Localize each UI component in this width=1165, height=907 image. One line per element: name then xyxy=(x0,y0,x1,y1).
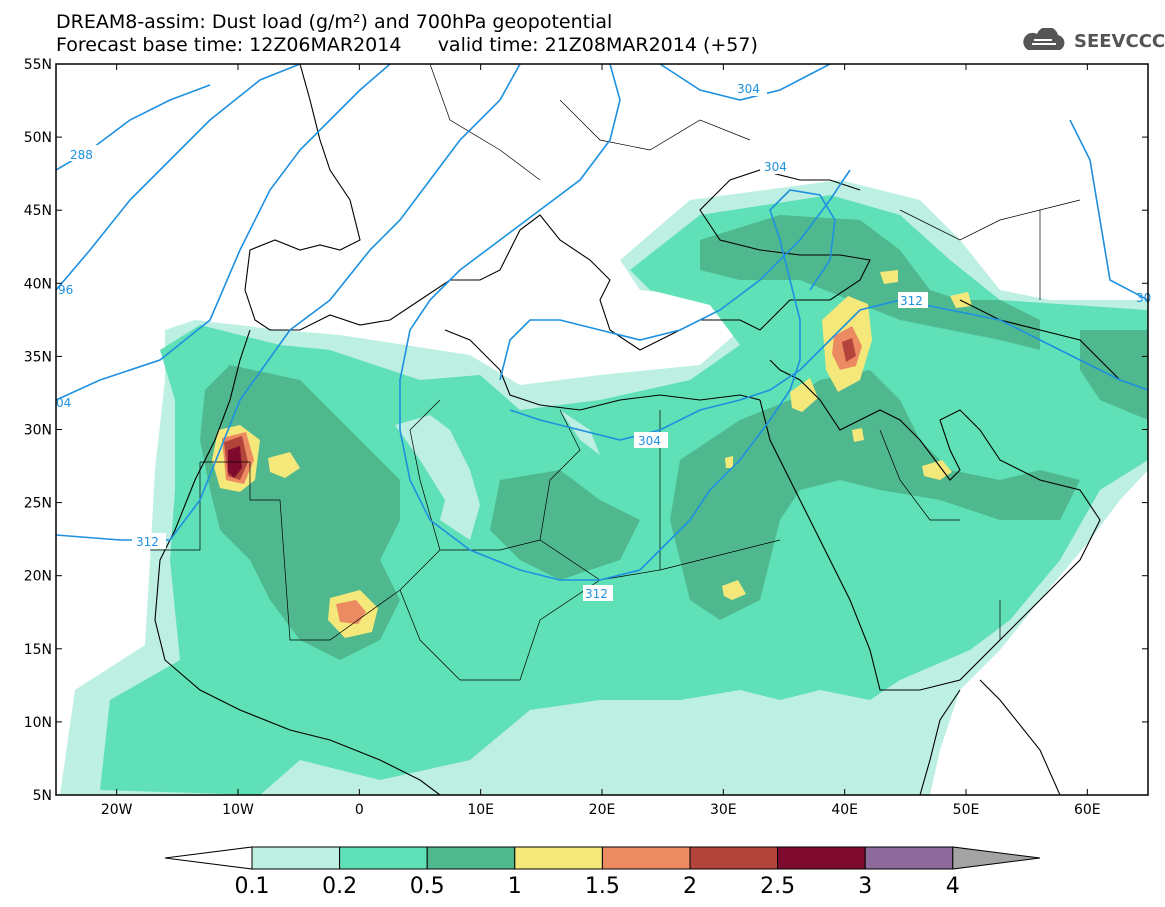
lon-tick-label: 20E xyxy=(589,802,616,818)
colorbar-tick-label: 1 xyxy=(508,874,522,899)
contour-label: 30 xyxy=(1136,291,1151,305)
colorbar-tick-label: 3 xyxy=(858,874,872,899)
contour-label: 304 xyxy=(764,160,787,174)
lon-tick-label: 0 xyxy=(355,802,364,818)
contour-label: 96 xyxy=(58,283,73,297)
lat-tick-label: 5N xyxy=(33,788,52,804)
map-title-line1: DREAM8-assim: Dust load (g/m²) and 700hP… xyxy=(56,11,613,33)
logo-text: SEEVCCC xyxy=(1074,30,1165,52)
colorbar-tick-label: 0.2 xyxy=(322,874,357,899)
colorbar-tick-label: 4 xyxy=(946,874,960,899)
geopotential-contours xyxy=(56,64,1148,581)
colorbar-swatch xyxy=(689,846,779,870)
colorbar-tick-label: 0.5 xyxy=(410,874,445,899)
colorbar-overflow-triangle xyxy=(952,846,1041,870)
contour-label: 304 xyxy=(638,434,661,448)
lat-tick-label: 30N xyxy=(24,423,52,439)
longitude-axis: 20W 10W 0 10E 20E 30E 40E 50E 60E xyxy=(101,64,1101,818)
dust-load-field xyxy=(60,180,1148,795)
colorbar-swatch xyxy=(864,846,954,870)
lat-tick-label: 20N xyxy=(24,569,52,585)
colorbar-tick-label: 1.5 xyxy=(585,874,620,899)
contour-label: 04 xyxy=(56,396,71,410)
contour-label: 304 xyxy=(737,82,760,96)
colorbar-underflow-triangle xyxy=(164,846,253,870)
lon-tick-label: 10E xyxy=(467,802,494,818)
colorbar-tick-label: 2.5 xyxy=(760,874,795,899)
lon-tick-label: 20W xyxy=(101,802,133,818)
lat-tick-label: 50N xyxy=(24,130,52,146)
seevccc-logo: SEEVCCC xyxy=(1018,26,1165,56)
lat-tick-label: 15N xyxy=(24,642,52,658)
latitude-axis: 55N 50N 45N 40N 35N 30N 25N 20N 15N 10N 5N xyxy=(24,57,1148,804)
colorbar-tick-label: 2 xyxy=(683,874,697,899)
lon-tick-label: 50E xyxy=(953,802,980,818)
lat-tick-label: 25N xyxy=(24,496,52,512)
lat-tick-label: 10N xyxy=(24,715,52,731)
lat-tick-label: 35N xyxy=(24,349,52,365)
country-borders xyxy=(150,64,1081,681)
colorbar-swatch xyxy=(601,846,691,870)
contour-label: 288 xyxy=(70,148,93,162)
contour-label: 312 xyxy=(900,294,923,308)
lon-tick-label: 30E xyxy=(710,802,737,818)
lat-tick-label: 55N xyxy=(24,57,52,73)
colorbar: 0.1 0.2 0.5 1 1.5 2 2.5 3 4 xyxy=(164,846,1041,899)
contour-label: 312 xyxy=(136,535,159,549)
colorbar-tick-label: 0.1 xyxy=(235,874,270,899)
colorbar-swatch xyxy=(426,846,516,870)
cloud-icon xyxy=(1023,28,1065,50)
colorbar-swatch xyxy=(251,846,341,870)
geopotential-labels: 288 96 04 304 304 304 312 312 312 30 xyxy=(56,80,1151,601)
colorbar-swatch xyxy=(339,846,428,870)
lon-tick-label: 10W xyxy=(222,802,254,818)
lat-tick-label: 40N xyxy=(24,276,52,292)
colorbar-swatch xyxy=(777,846,866,870)
lon-tick-label: 60E xyxy=(1074,802,1101,818)
map-title-line2: Forecast base time: 12Z06MAR2014 valid t… xyxy=(56,34,758,56)
colorbar-swatch xyxy=(514,846,603,870)
lon-tick-label: 40E xyxy=(831,802,858,818)
dust-contour-2-east xyxy=(842,338,856,362)
lat-tick-label: 45N xyxy=(24,203,52,219)
contour-label: 312 xyxy=(585,587,608,601)
